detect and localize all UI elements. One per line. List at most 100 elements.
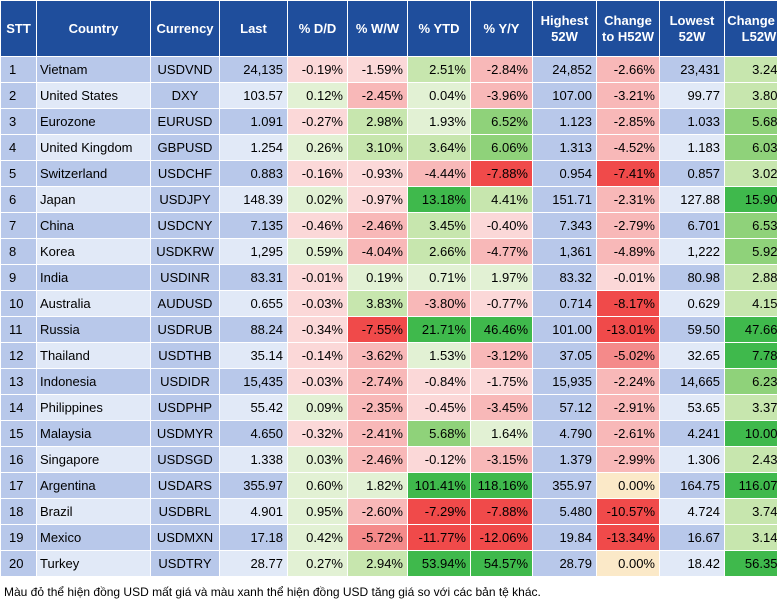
low52w-cell: 23,431	[659, 56, 725, 83]
currency-cell: USDBRL	[150, 498, 220, 525]
dd-cell: -0.01%	[287, 264, 348, 291]
yy-cell: 6.06%	[470, 134, 533, 161]
low52w-cell: 16.67	[659, 524, 725, 551]
yy-cell: -7.88%	[470, 498, 533, 525]
currency-cell: USDTHB	[150, 342, 220, 369]
low52w-cell: 1.033	[659, 108, 725, 135]
dd-cell: -0.19%	[287, 56, 348, 83]
last-cell: 1.338	[219, 446, 288, 473]
dd-cell: -0.16%	[287, 160, 348, 187]
ytd-cell: -7.29%	[407, 498, 471, 525]
currency-cell: USDIDR	[150, 368, 220, 395]
stt-cell: 16	[0, 446, 37, 473]
change-h52w-cell: 0.00%	[596, 472, 660, 499]
ytd-cell: 0.71%	[407, 264, 471, 291]
yy-cell: 1.64%	[470, 420, 533, 447]
change-l52w-cell: 3.14%	[724, 524, 777, 551]
low52w-cell: 99.77	[659, 82, 725, 109]
change-l52w-cell: 3.80%	[724, 82, 777, 109]
ytd-cell: 3.45%	[407, 212, 471, 239]
currency-cell: GBPUSD	[150, 134, 220, 161]
change-l52w-cell: 56.35%	[724, 550, 777, 577]
low52w-cell: 14,665	[659, 368, 725, 395]
country-cell: Philippines	[36, 394, 151, 421]
change-l52w-cell: 6.53%	[724, 212, 777, 239]
stt-cell: 8	[0, 238, 37, 265]
country-cell: Japan	[36, 186, 151, 213]
change-h52w-cell: 0.00%	[596, 550, 660, 577]
change-l52w-cell: 5.68%	[724, 108, 777, 135]
country-cell: India	[36, 264, 151, 291]
change-h52w-cell: -2.31%	[596, 186, 660, 213]
header-ytd: % YTD	[407, 0, 471, 57]
dd-cell: -0.14%	[287, 342, 348, 369]
stt-cell: 13	[0, 368, 37, 395]
country-cell: United States	[36, 82, 151, 109]
table-row: 13 Indonesia USDIDR 15,435 -0.03% -2.74% -0.84…	[0, 368, 777, 395]
change-l52w-cell: 3.24%	[724, 56, 777, 83]
yy-cell: -0.40%	[470, 212, 533, 239]
low52w-cell: 4.241	[659, 420, 725, 447]
change-h52w-cell: -5.02%	[596, 342, 660, 369]
ww-cell: -2.35%	[347, 394, 408, 421]
last-cell: 28.77	[219, 550, 288, 577]
table-row: 17 Argentina USDARS 355.97 0.60% 1.82% 101.41%…	[0, 472, 777, 499]
dd-cell: 0.26%	[287, 134, 348, 161]
ww-cell: -2.41%	[347, 420, 408, 447]
last-cell: 4.901	[219, 498, 288, 525]
ww-cell: 1.82%	[347, 472, 408, 499]
country-cell: Singapore	[36, 446, 151, 473]
ww-cell: -2.74%	[347, 368, 408, 395]
currency-cell: USDPHP	[150, 394, 220, 421]
last-cell: 0.655	[219, 290, 288, 317]
stt-cell: 2	[0, 82, 37, 109]
low52w-cell: 32.65	[659, 342, 725, 369]
ww-cell: -0.93%	[347, 160, 408, 187]
low52w-cell: 59.50	[659, 316, 725, 343]
last-cell: 103.57	[219, 82, 288, 109]
change-h52w-cell: -4.52%	[596, 134, 660, 161]
ww-cell: -2.46%	[347, 446, 408, 473]
stt-cell: 12	[0, 342, 37, 369]
table-row: 1 Vietnam USDVND 24,135 -0.19% -1.59% 2.51% -2.…	[0, 56, 777, 83]
ytd-cell: -0.45%	[407, 394, 471, 421]
yy-cell: -3.12%	[470, 342, 533, 369]
ytd-cell: -3.80%	[407, 290, 471, 317]
stt-cell: 6	[0, 186, 37, 213]
country-cell: Australia	[36, 290, 151, 317]
yy-cell: 118.16%	[470, 472, 533, 499]
high52w-cell: 0.954	[532, 160, 597, 187]
currency-cell: USDARS	[150, 472, 220, 499]
yy-cell: -4.77%	[470, 238, 533, 265]
dd-cell: 0.02%	[287, 186, 348, 213]
stt-cell: 4	[0, 134, 37, 161]
header-high52w: Highest 52W	[532, 0, 597, 57]
ww-cell: 2.98%	[347, 108, 408, 135]
country-cell: United Kingdom	[36, 134, 151, 161]
dd-cell: 0.09%	[287, 394, 348, 421]
table-row: 3 Eurozone EURUSD 1.091 -0.27% 2.98% 1.93% 6.52…	[0, 108, 777, 135]
change-l52w-cell: 3.74%	[724, 498, 777, 525]
high52w-cell: 355.97	[532, 472, 597, 499]
change-h52w-cell: -2.61%	[596, 420, 660, 447]
header-dd: % D/D	[287, 0, 348, 57]
table-row: 9 India USDINR 83.31 -0.01% 0.19% 0.71% 1.97% 83…	[0, 264, 777, 291]
country-cell: Indonesia	[36, 368, 151, 395]
header-country: Country	[36, 0, 151, 57]
change-l52w-cell: 15.90%	[724, 186, 777, 213]
header-last: Last	[219, 0, 288, 57]
ytd-cell: -0.84%	[407, 368, 471, 395]
ytd-cell: -0.12%	[407, 446, 471, 473]
country-cell: Argentina	[36, 472, 151, 499]
high52w-cell: 107.00	[532, 82, 597, 109]
yy-cell: -3.96%	[470, 82, 533, 109]
table-row: 5 Switzerland USDCHF 0.883 -0.16% -0.93% -4.44…	[0, 160, 777, 187]
footnote: Màu đỏ thể hiện đồng USD mất giá và màu …	[4, 585, 541, 599]
change-l52w-cell: 3.37%	[724, 394, 777, 421]
low52w-cell: 80.98	[659, 264, 725, 291]
ww-cell: 2.94%	[347, 550, 408, 577]
country-cell: China	[36, 212, 151, 239]
last-cell: 24,135	[219, 56, 288, 83]
low52w-cell: 53.65	[659, 394, 725, 421]
yy-cell: -3.15%	[470, 446, 533, 473]
